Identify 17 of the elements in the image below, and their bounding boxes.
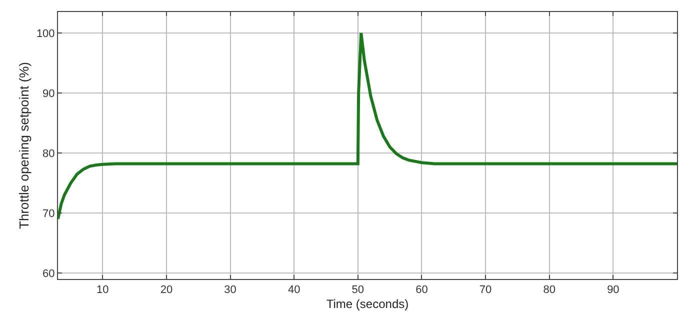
x-tick-label: 50 bbox=[352, 284, 364, 296]
y-tick-label: 80 bbox=[42, 148, 55, 160]
y-axis-title: Throttle opening setpoint (%) bbox=[16, 62, 32, 229]
line-series bbox=[58, 32, 677, 220]
x-tick-label: 90 bbox=[607, 284, 620, 296]
y-tick-label: 60 bbox=[42, 268, 55, 280]
y-tick-label: 70 bbox=[42, 208, 55, 220]
x-tick-label: 30 bbox=[224, 284, 236, 296]
x-tick-label: 10 bbox=[96, 284, 109, 296]
x-tick-label: 40 bbox=[288, 284, 300, 296]
y-tick-label: 100 bbox=[36, 28, 55, 40]
x-tick-label: 80 bbox=[543, 284, 556, 296]
x-tick-label: 60 bbox=[416, 284, 428, 296]
x-axis-title: Time (seconds) bbox=[326, 297, 409, 312]
x-tick-label: 20 bbox=[160, 284, 173, 296]
y-tick-label: 90 bbox=[42, 88, 55, 100]
x-tick-label: 70 bbox=[479, 284, 492, 296]
